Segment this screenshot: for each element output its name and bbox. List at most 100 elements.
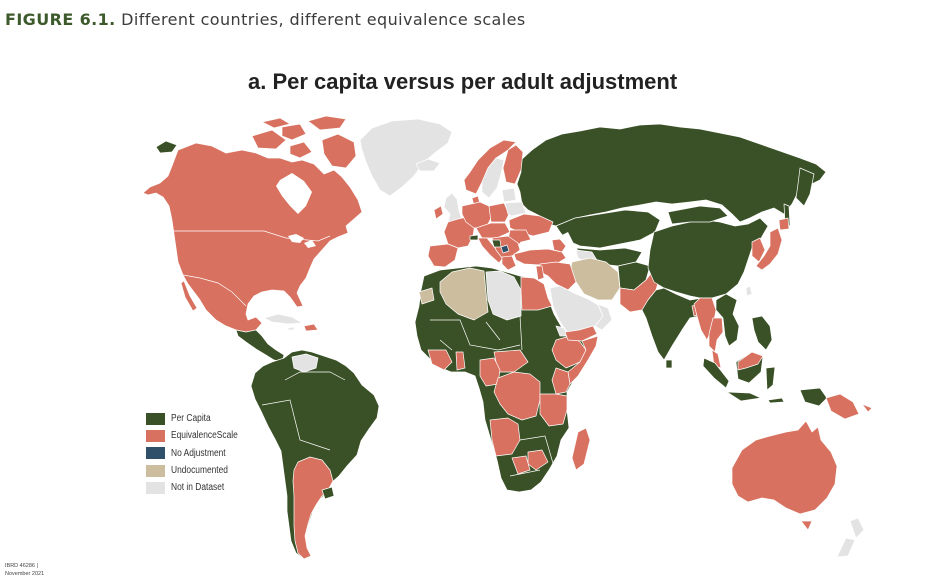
region-arctic-island [289,141,313,159]
legend-label: No Adjustment [171,447,226,459]
region-iraq [539,261,577,291]
region-egypt [520,276,553,311]
region-philippines [751,315,773,351]
region-iberia [427,243,459,268]
border-africa [439,339,453,351]
caspian-sea [560,232,574,258]
region-mongolia [667,205,729,225]
legend-swatch [146,447,165,460]
border-africa [519,435,556,471]
region-argentina [292,456,334,560]
region-timor [767,397,785,404]
region-arctic-island [261,117,291,129]
legend-item-per-capita: Per Capita [146,410,251,427]
legend-item-no-adjustment: No Adjustment [146,445,251,462]
region-venezuela [291,353,319,373]
region-greece [501,255,517,271]
legend-swatch [146,481,165,494]
region-western-sahara [418,287,435,305]
border-africa [430,319,521,351]
region-north-america [142,142,363,333]
region-south-america [250,349,380,560]
region-finland [502,144,524,185]
region-oman [594,303,613,331]
border-africa [519,315,523,351]
region-belarus [504,201,527,217]
region-kamchatka [795,167,815,207]
region-tasmania [800,520,813,531]
map-legend: Per Capita EquivalenceScale No Adjustmen… [146,410,251,496]
region-poland [488,202,510,223]
region-russia [516,123,827,227]
legend-swatch [146,464,165,477]
region-taiwan [745,285,753,297]
border-south-america [261,399,331,451]
legend-item-not-in-dataset: Not in Dataset [146,479,251,496]
region-west-new-guinea [799,387,828,407]
black-sea [520,238,548,251]
border-usa-mexico [182,274,247,307]
figure-heading: FIGURE 6.1. Different countries, differe… [5,9,526,31]
region-baja [180,280,198,312]
region-arctic-island [307,115,347,131]
region-ghana [455,351,466,371]
region-yemen [564,325,598,342]
legend-swatch [146,429,165,442]
region-levant [535,265,545,281]
region-sweden [481,157,505,199]
region-switzerland [469,234,479,241]
region-solomon-islands [861,403,873,413]
region-caucasus [551,238,567,253]
panel-title: a. Per capita versus per adult adjustmen… [248,69,678,94]
border-africa [485,321,501,341]
region-somalia [567,335,599,385]
region-madagascar [571,427,591,471]
legend-item-equivalence-scale: EquivalenceScale [146,427,251,444]
region-chukotka [155,140,178,154]
region-thailand [708,317,724,353]
region-arctic-island [251,129,287,150]
region-arctic-island [321,133,357,169]
region-new-zealand-north [849,517,865,539]
region-west-africa [427,349,453,371]
legend-label: EquivalenceScale [171,430,238,442]
region-indochina [715,293,740,347]
figure-caption: Different countries, different equivalen… [121,10,526,29]
region-central-america [235,329,285,363]
region-hokkaido [778,217,790,231]
legend-swatch [146,412,165,425]
region-botswana [511,455,531,475]
region-tanzania [539,393,568,427]
map-id: IBRD 46286 | [5,563,38,569]
region-arctic-island [281,123,307,141]
region-uruguay [321,486,335,500]
region-hispaniola [303,323,319,332]
region-france [443,216,476,249]
region-australia [731,420,838,515]
region-italy [477,237,504,264]
hudson-bay [276,173,312,214]
region-sri-lanka [665,359,673,369]
region-dr-congo [493,371,541,421]
region-baltics [501,187,517,203]
region-algeria [439,267,489,321]
figure-label: FIGURE 6.1. [5,10,116,29]
region-north-borneo [737,351,764,371]
region-new-zealand-south [836,537,856,558]
region-cuba [263,313,303,325]
region-papua-new-guinea [825,393,860,420]
region-iceland [415,158,441,172]
region-korea [751,237,766,263]
region-bosnia [491,239,502,248]
region-sulawesi [765,366,776,391]
great-lakes [304,240,316,248]
source-note: IBRD 46286 | November 2021 [5,562,44,578]
border-south-america [284,371,346,381]
great-lakes [288,234,304,243]
region-jamaica [287,326,295,331]
region-japan [755,227,783,271]
map-date: November 2021 [5,571,45,577]
region-kosovo [500,244,510,254]
region-angola [489,417,521,457]
